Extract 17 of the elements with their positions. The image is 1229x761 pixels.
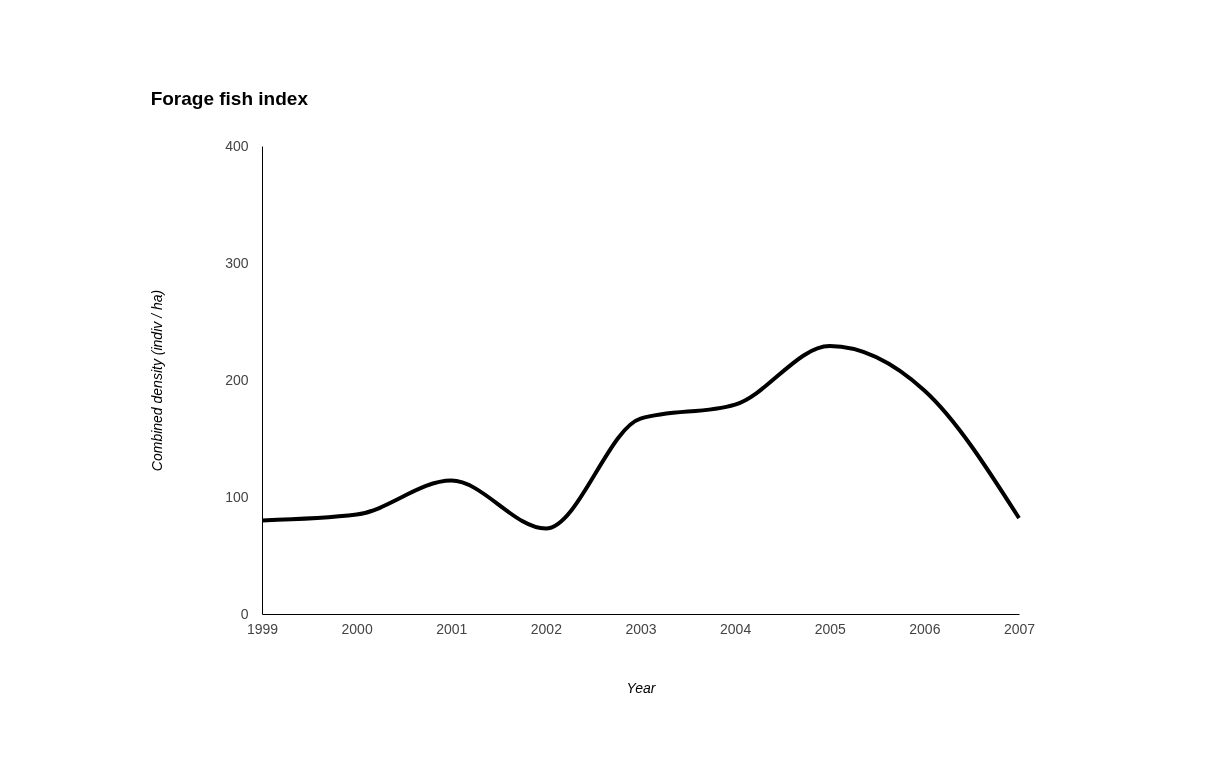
- x-tick-label: 2000: [341, 620, 373, 637]
- x-tick-label: 2005: [814, 620, 847, 637]
- x-tick-label: 2003: [625, 620, 657, 637]
- chart-title: Forage fish index: [150, 88, 309, 109]
- x-tick-label: 2004: [720, 620, 752, 637]
- y-tick-label: 100: [225, 488, 249, 505]
- y-tick-label: 0: [240, 605, 249, 622]
- y-tick-label: 400: [225, 137, 249, 154]
- y-axis-title: Combined density (indiv / ha): [149, 289, 166, 472]
- x-tick-label: 2002: [530, 620, 563, 637]
- x-tick-label: 2001: [436, 620, 468, 637]
- y-tick-label: 300: [225, 254, 249, 271]
- x-tick-label: 2006: [909, 620, 941, 637]
- x-tick-label: 2007: [1003, 620, 1036, 637]
- x-axis-title: Year: [626, 679, 657, 696]
- y-tick-label: 200: [225, 371, 249, 388]
- x-tick-label: 1999: [246, 620, 279, 637]
